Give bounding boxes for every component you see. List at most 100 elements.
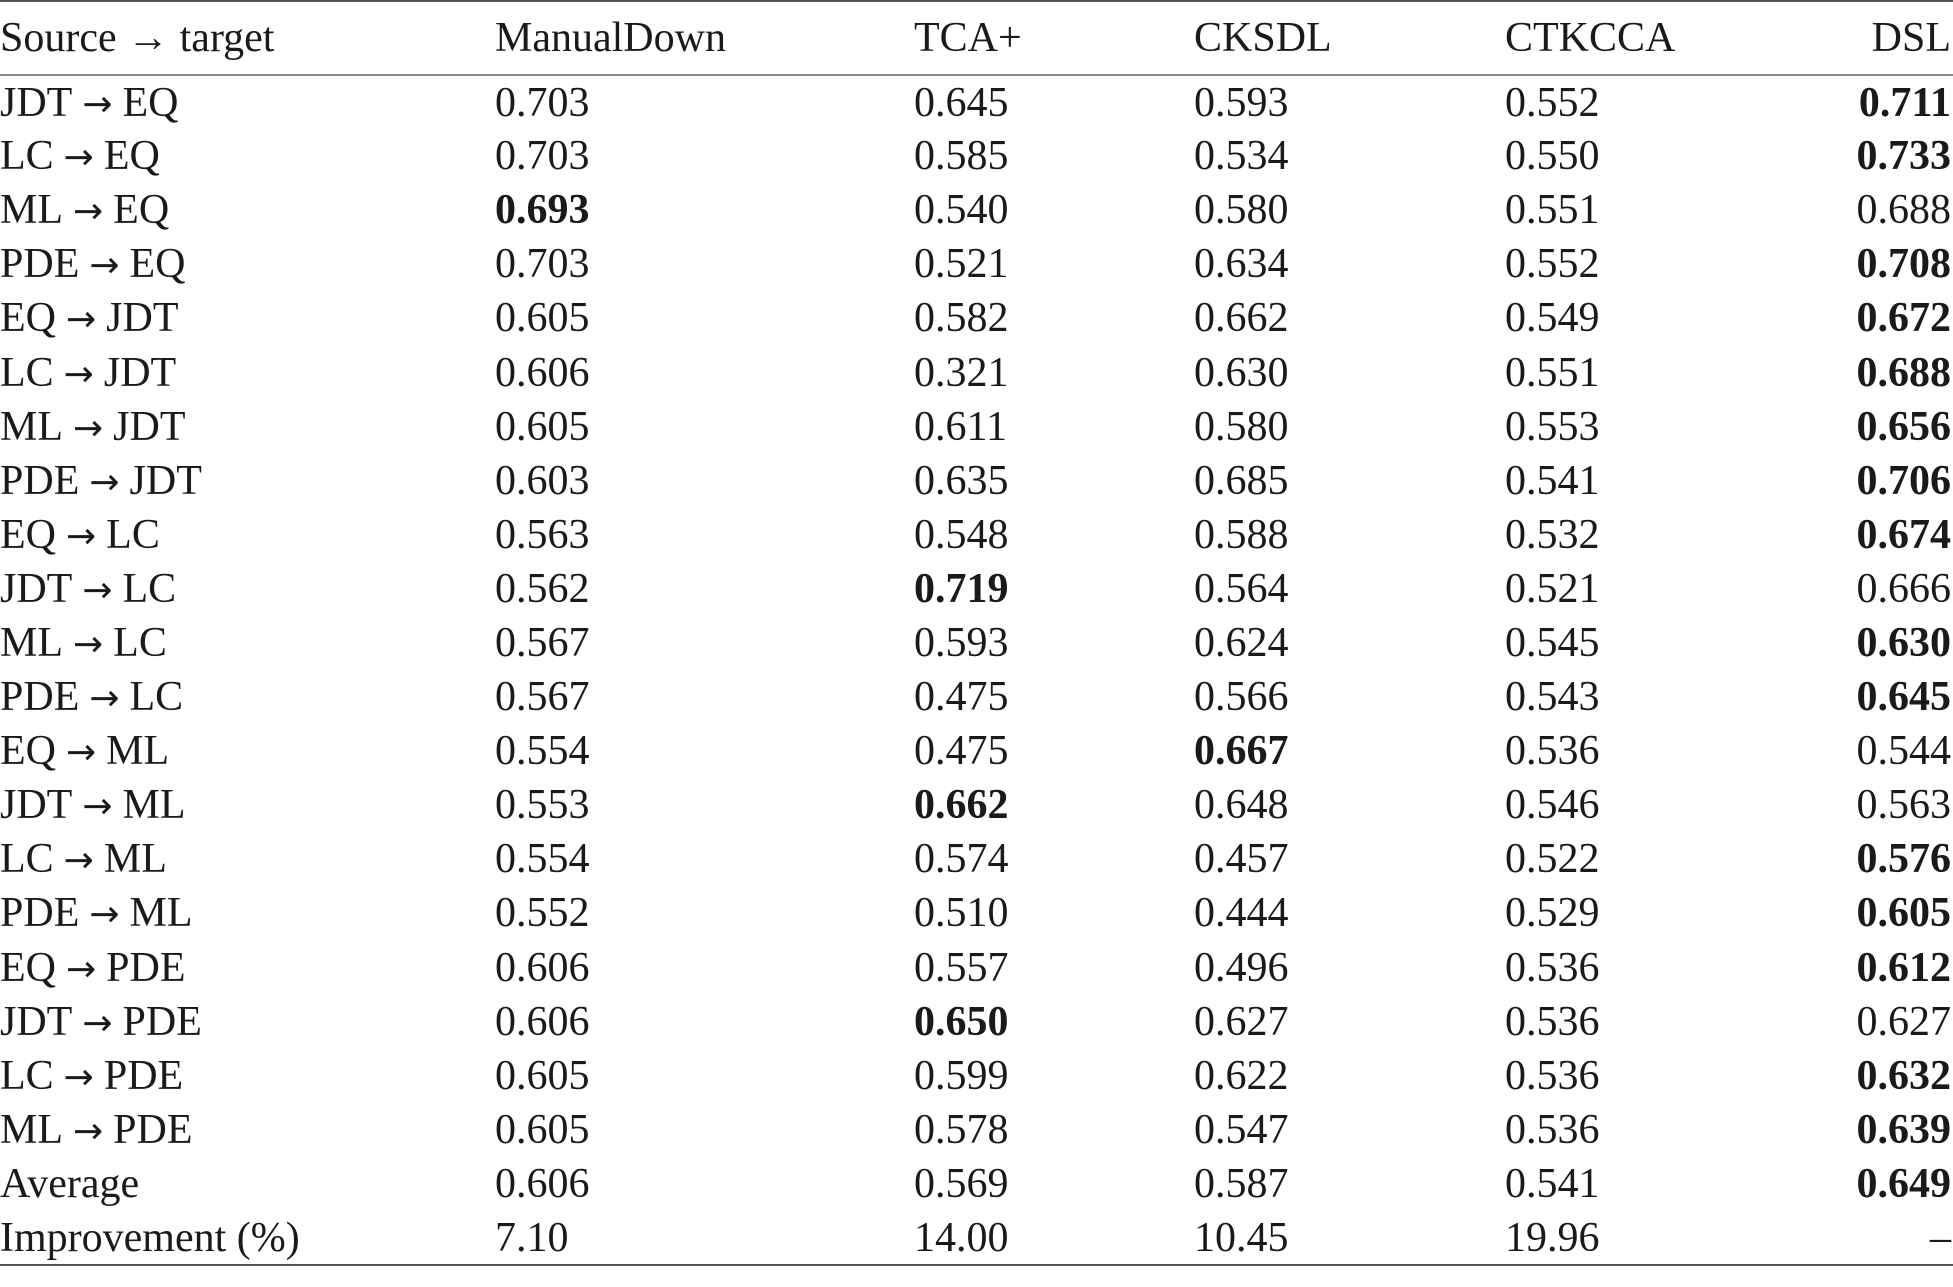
row-label: LC → ML	[0, 832, 495, 886]
right-arrow-icon: →	[82, 786, 113, 828]
target-project: ML	[106, 728, 170, 775]
value-cell: 0.580	[1194, 403, 1289, 450]
value-cell: 0.552	[1505, 79, 1600, 126]
target-project: PDE	[106, 944, 186, 991]
right-arrow-icon: →	[73, 407, 104, 449]
row-label: Average	[0, 1157, 495, 1211]
source-project: ML	[0, 187, 63, 234]
value-cell: 0.674	[1856, 511, 1952, 558]
right-arrow-icon: →	[82, 1002, 113, 1044]
target-project: JDT	[106, 295, 179, 342]
table-row: JDT → PDE 0.606 0.650 0.627 0.536 0.627	[0, 995, 1953, 1049]
table-row: LC → ML 0.554 0.574 0.457 0.522 0.576	[0, 832, 1953, 886]
value-cell: 0.578	[914, 1106, 1009, 1153]
value-cell: 0.475	[914, 674, 1009, 721]
value-cell: 0.645	[1856, 674, 1952, 721]
value-cell: 0.547	[1194, 1106, 1289, 1153]
value-cell: 0.605	[1856, 890, 1952, 937]
value-cell: 0.321	[914, 349, 1009, 396]
source-project: ML	[0, 403, 63, 450]
value-cell: 0.536	[1505, 944, 1600, 991]
table-row: Average 0.606 0.569 0.587 0.541 0.649	[0, 1157, 1953, 1211]
target-project: PDE	[103, 1052, 184, 1099]
value-cell: 0.703	[495, 133, 590, 180]
value-cell: 0.606	[495, 1160, 590, 1207]
value-cell: 0.557	[914, 944, 1009, 991]
value-cell: 0.606	[495, 349, 590, 396]
value-cell: 0.582	[914, 295, 1009, 342]
table-row: ML → EQ 0.693 0.540 0.580 0.551 0.688	[0, 183, 1953, 237]
value-cell: 0.635	[914, 457, 1009, 504]
value-cell: 0.510	[914, 890, 1009, 937]
row-label: JDT → LC	[0, 562, 495, 616]
value-cell: 0.708	[1856, 241, 1952, 288]
target-project: ML	[129, 890, 193, 937]
table-row: JDT → LC 0.562 0.719 0.564 0.521 0.666	[0, 562, 1953, 616]
source-project: ML	[0, 619, 63, 666]
source-project: PDE	[0, 241, 80, 288]
row-label: EQ → PDE	[0, 941, 495, 995]
target-project: JDT	[103, 349, 177, 396]
value-cell: 0.536	[1505, 998, 1600, 1045]
source-project: JDT	[0, 565, 73, 612]
value-cell: 0.605	[495, 295, 590, 342]
source-project: EQ	[0, 295, 56, 342]
table-row: ML → PDE 0.605 0.578 0.547 0.536 0.639	[0, 1103, 1953, 1157]
value-cell: 0.536	[1505, 1106, 1600, 1153]
value-cell: 0.457	[1194, 836, 1289, 883]
value-cell: 0.554	[495, 728, 590, 775]
row-label: LC → PDE	[0, 1049, 495, 1103]
value-cell: 14.00	[914, 1210, 1194, 1267]
table-row: EQ → ML 0.554 0.475 0.667 0.536 0.544	[0, 724, 1953, 778]
header-ctkcca: CTKCCA	[1505, 0, 1853, 76]
row-label: Improvement (%)	[0, 1210, 495, 1267]
target-project: LC	[129, 674, 184, 721]
value-cell: 0.630	[1856, 619, 1952, 666]
value-cell: 0.536	[1505, 728, 1600, 775]
value-cell: 0.634	[1194, 241, 1289, 288]
right-arrow-icon: →	[66, 732, 97, 774]
value-cell: 0.688	[1856, 187, 1952, 234]
target-project: ML	[103, 836, 167, 883]
table-row: JDT → EQ 0.703 0.645 0.593 0.552 0.711	[0, 75, 1953, 129]
value-cell: 0.580	[1194, 187, 1289, 234]
source-project: EQ	[0, 728, 56, 775]
value-cell: 0.563	[1856, 782, 1952, 829]
value-cell: 0.622	[1194, 1052, 1289, 1099]
value-cell: 0.548	[914, 511, 1009, 558]
target-project: JDT	[113, 403, 186, 450]
value-cell: 0.639	[1856, 1106, 1952, 1153]
row-label: PDE → JDT	[0, 454, 495, 508]
source-project: EQ	[0, 944, 56, 991]
value-cell: 0.605	[495, 403, 590, 450]
right-arrow-icon: →	[63, 840, 94, 882]
table-body: JDT → EQ 0.703 0.645 0.593 0.552 0.711 LC → EQ 0.70…	[0, 75, 1953, 1267]
value-cell: 0.656	[1856, 403, 1952, 450]
value-cell: 0.552	[1505, 241, 1600, 288]
value-cell: 0.551	[1505, 349, 1600, 396]
value-cell: 0.605	[495, 1052, 590, 1099]
value-cell: 0.546	[1505, 782, 1600, 829]
value-cell: 0.711	[1858, 79, 1951, 126]
value-cell: 0.552	[495, 890, 590, 937]
right-arrow-icon: →	[66, 948, 97, 990]
row-label: PDE → LC	[0, 670, 495, 724]
header-source-target: Source → target	[0, 0, 495, 76]
value-cell: 0.563	[495, 511, 590, 558]
source-project: JDT	[0, 998, 73, 1045]
row-label: EQ → LC	[0, 508, 495, 562]
row-label: LC → EQ	[0, 129, 495, 183]
value-cell: 0.475	[914, 728, 1009, 775]
value-cell: 0.529	[1505, 890, 1600, 937]
value-cell: 0.587	[1194, 1160, 1289, 1207]
right-arrow-icon: →	[89, 678, 120, 720]
summary-label: Average	[0, 1160, 140, 1207]
value-cell: 0.593	[914, 619, 1009, 666]
value-cell: 0.605	[495, 1106, 590, 1153]
value-cell: 0.541	[1505, 457, 1600, 504]
value-cell: 0.649	[1856, 1160, 1952, 1207]
value-cell: –	[1853, 1210, 1953, 1267]
source-project: PDE	[0, 890, 80, 937]
value-cell: 0.606	[495, 998, 590, 1045]
value-cell: 0.574	[914, 836, 1009, 883]
